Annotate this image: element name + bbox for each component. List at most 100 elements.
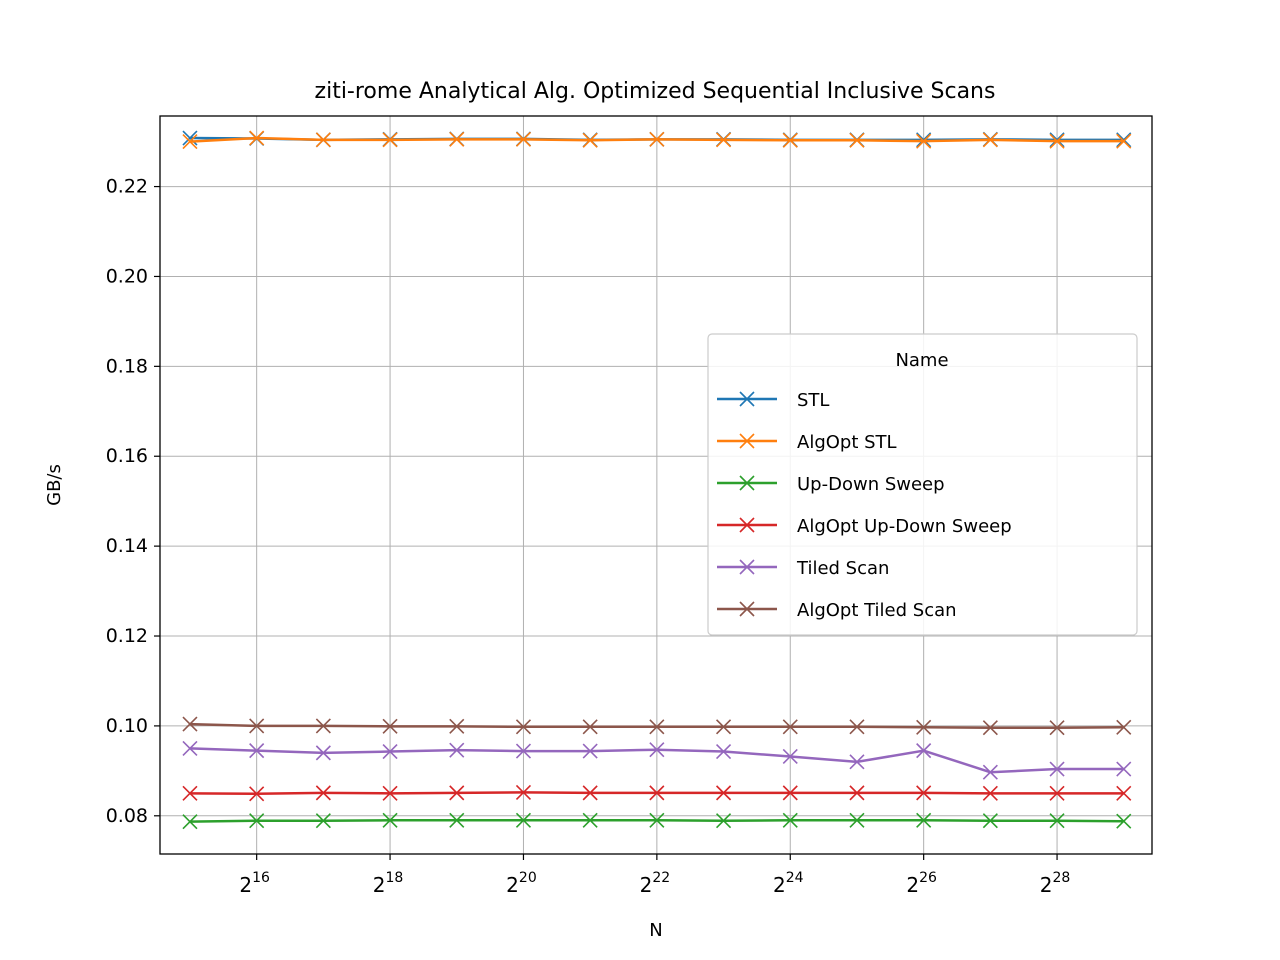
- data-point: [649, 812, 665, 828]
- x-tick-base: 2: [906, 873, 919, 897]
- legend-item: STL: [717, 390, 829, 411]
- data-point: [315, 132, 331, 148]
- data-point: [182, 130, 198, 146]
- data-point: [582, 812, 598, 828]
- data-point: [249, 130, 265, 146]
- data-point: [1116, 133, 1132, 149]
- series-algopt-stl: [182, 130, 1132, 150]
- legend-box: [707, 333, 1138, 636]
- y-tick-label: 0.22: [106, 176, 148, 198]
- data-point: [315, 745, 331, 761]
- data-point: [982, 785, 998, 801]
- x-ticks: 216 218 220 222 224 226 228: [239, 854, 1070, 897]
- data-point: [315, 785, 331, 801]
- data-point: [916, 785, 932, 801]
- data-point: [849, 132, 865, 148]
- data-point: [849, 812, 865, 828]
- data-point: [382, 785, 398, 801]
- data-point: [916, 133, 932, 149]
- x-tick-base: 2: [506, 873, 519, 897]
- x-tick-label: 222: [640, 870, 671, 897]
- data-point: [582, 743, 598, 759]
- data-point: [715, 813, 732, 829]
- x-tick-label: 228: [1040, 870, 1071, 897]
- legend-label: AlgOpt Up-Down Sweep: [797, 516, 1012, 537]
- data-point: [182, 785, 198, 801]
- data-point: [515, 743, 532, 759]
- data-point: [182, 134, 198, 150]
- data-point: [582, 719, 598, 735]
- data-point: [782, 132, 798, 148]
- data-point: [515, 812, 532, 828]
- data-point: [382, 812, 398, 828]
- data-point: [182, 814, 198, 830]
- data-point: [982, 813, 998, 829]
- data-point: [916, 743, 932, 759]
- x-tick-exponent: 20: [519, 870, 537, 886]
- data-point: [449, 785, 465, 801]
- data-point: [1049, 133, 1065, 149]
- x-tick-exponent: 28: [1053, 870, 1071, 886]
- data-point: [916, 132, 932, 148]
- x-tick-label: 216: [239, 870, 270, 897]
- data-point: [182, 740, 198, 756]
- legend-swatch-marker: [739, 391, 755, 407]
- data-point: [649, 719, 665, 735]
- legend-label: Tiled Scan: [796, 558, 889, 579]
- legend-item: AlgOpt STL: [717, 432, 897, 453]
- data-point: [515, 784, 532, 800]
- data-point: [1116, 761, 1132, 777]
- legend-item: Up-Down Sweep: [717, 474, 945, 495]
- legend-label: Up-Down Sweep: [797, 474, 945, 495]
- y-tick-label: 0.10: [106, 715, 148, 737]
- data-point: [449, 742, 465, 758]
- data-point: [916, 719, 932, 735]
- data-point: [982, 764, 998, 780]
- legend: Name STL AlgOpt STL Up-Down Sweep AlgOpt Up…: [707, 333, 1138, 636]
- legend-label: STL: [797, 390, 829, 411]
- data-point: [382, 718, 398, 734]
- legend-items: STL AlgOpt STL Up-Down Sweep AlgOpt Up-Down…: [717, 390, 1012, 621]
- data-point: [982, 720, 998, 736]
- y-tick-label: 0.12: [106, 625, 148, 647]
- legend-label: AlgOpt STL: [797, 432, 897, 453]
- data-point: [782, 719, 798, 735]
- data-point: [715, 719, 732, 735]
- data-point: [1049, 132, 1065, 148]
- legend-item: AlgOpt Up-Down Sweep: [717, 516, 1012, 537]
- data-point: [1049, 761, 1065, 777]
- data-point: [715, 785, 732, 801]
- data-point: [1116, 785, 1132, 801]
- data-point: [849, 785, 865, 801]
- x-tick-exponent: 22: [652, 870, 670, 886]
- data-point: [582, 132, 598, 148]
- x-tick-label: 226: [906, 870, 937, 897]
- y-ticks: 0.08 0.10 0.12 0.14 0.16 0.18 0.20 0.22: [106, 176, 160, 827]
- x-tick-label: 220: [506, 870, 537, 897]
- x-tick-base: 2: [239, 873, 252, 897]
- y-tick-label: 0.14: [106, 535, 148, 557]
- x-tick-exponent: 18: [386, 870, 404, 886]
- data-point: [782, 785, 798, 801]
- data-point: [515, 719, 532, 735]
- legend-item: Tiled Scan: [717, 558, 889, 579]
- legend-label: AlgOpt Tiled Scan: [797, 600, 957, 621]
- data-point: [249, 743, 265, 759]
- series-algopt-up-down-sweep: [182, 784, 1132, 802]
- data-point: [916, 812, 932, 828]
- data-point: [449, 812, 465, 828]
- data-point: [715, 132, 732, 148]
- x-tick-label: 224: [773, 870, 804, 897]
- series-tiled-scan: [182, 740, 1132, 780]
- x-tick-base: 2: [640, 873, 653, 897]
- y-tick-label: 0.08: [106, 805, 148, 827]
- data-point: [849, 719, 865, 735]
- y-tick-label: 0.20: [106, 265, 148, 287]
- data-point: [249, 786, 265, 802]
- data-point: [1116, 132, 1132, 148]
- data-point: [315, 718, 331, 734]
- x-tick-base: 2: [373, 873, 386, 897]
- data-point: [649, 785, 665, 801]
- chart-title: ziti-rome Analytical Alg. Optimized Sequ…: [315, 79, 996, 104]
